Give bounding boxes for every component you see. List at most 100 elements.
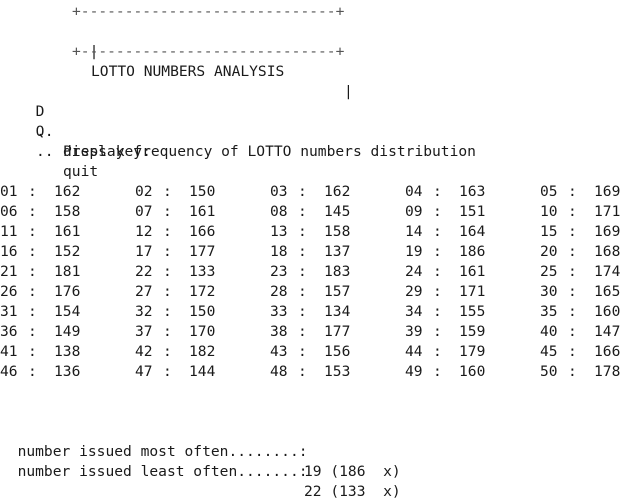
cell-separator: :	[298, 203, 307, 220]
cell-separator: :	[568, 263, 577, 280]
lotto-number: 42	[135, 343, 153, 360]
cell-separator: :	[568, 323, 577, 340]
cell-separator: :	[28, 283, 37, 300]
lotto-number: 22	[135, 263, 153, 280]
lotto-frequency: 177	[189, 243, 216, 260]
lotto-number: 13	[270, 223, 288, 240]
cell-separator: :	[298, 363, 307, 380]
header-title-row: | LOTTO NUMBERS ANALYSIS |	[72, 22, 353, 100]
cell-separator: :	[163, 203, 172, 220]
menu-item-display[interactable]: D .. display frequency of LOTTO numbers …	[18, 82, 476, 160]
lotto-number: 30	[540, 283, 558, 300]
lotto-frequency: 161	[54, 223, 81, 240]
menu-key: D	[35, 103, 45, 120]
page-title: LOTTO NUMBERS ANALYSIS	[91, 63, 285, 80]
lotto-number: 50	[540, 363, 558, 380]
lotto-number: 14	[405, 223, 423, 240]
lotto-number: 38	[270, 323, 288, 340]
lotto-frequency: 183	[324, 263, 351, 280]
lotto-frequency: 162	[324, 183, 351, 200]
header-border-left: |	[89, 43, 99, 60]
lotto-number: 23	[270, 263, 288, 280]
lotto-number: 24	[405, 263, 423, 280]
lotto-number: 15	[540, 223, 558, 240]
lotto-frequency: 174	[594, 263, 621, 280]
lotto-number: 26	[0, 283, 18, 300]
cell-separator: :	[28, 263, 37, 280]
lotto-frequency: 160	[459, 363, 486, 380]
lotto-frequency: 165	[594, 283, 621, 300]
lotto-number: 03	[270, 183, 288, 200]
lotto-number: 04	[405, 183, 423, 200]
lotto-frequency: 172	[189, 283, 216, 300]
header-border-right: |	[344, 83, 353, 100]
lotto-number: 46	[0, 363, 18, 380]
lotto-frequency: 166	[594, 343, 621, 360]
lotto-frequency: 134	[324, 303, 351, 320]
lotto-frequency: 137	[324, 243, 351, 260]
lotto-number: 29	[405, 283, 423, 300]
lotto-number: 19	[405, 243, 423, 260]
lotto-frequency: 138	[54, 343, 81, 360]
cell-separator: :	[568, 203, 577, 220]
cell-separator: :	[163, 183, 172, 200]
lotto-number: 33	[270, 303, 288, 320]
lotto-frequency: 179	[459, 343, 486, 360]
summary-least-label: number issued least often.......:	[17, 463, 308, 480]
lotto-frequency: 176	[54, 283, 81, 300]
lotto-frequency: 154	[54, 303, 81, 320]
lotto-number: 44	[405, 343, 423, 360]
lotto-frequency: 169	[594, 223, 621, 240]
menu-item-quit[interactable]: Q .. quit	[18, 102, 99, 180]
frequency-table: 01:162 02:150 03:162 04:163 05:169 06:158 07:1…	[0, 182, 634, 382]
lotto-number: 27	[135, 283, 153, 300]
lotto-frequency: 152	[54, 243, 81, 260]
press-key-prompt: Press key:	[63, 143, 151, 160]
cell-separator: :	[298, 343, 307, 360]
cell-separator: :	[28, 363, 37, 380]
cell-separator: :	[28, 303, 37, 320]
lotto-number: 39	[405, 323, 423, 340]
cell-separator: :	[163, 363, 172, 380]
header-border-top: +-----------------------------+	[72, 3, 345, 20]
cell-separator: :	[298, 263, 307, 280]
lotto-frequency: 171	[459, 283, 486, 300]
lotto-frequency: 168	[594, 243, 621, 260]
lotto-frequency: 145	[324, 203, 351, 220]
lotto-frequency: 177	[324, 323, 351, 340]
cell-separator: :	[568, 183, 577, 200]
lotto-number: 43	[270, 343, 288, 360]
menu-sep: ..	[36, 123, 54, 140]
cell-separator: :	[163, 223, 172, 240]
lotto-frequency: 166	[189, 223, 216, 240]
lotto-number: 25	[540, 263, 558, 280]
lotto-number: 10	[540, 203, 558, 220]
lotto-frequency: 147	[594, 323, 621, 340]
lotto-frequency: 155	[459, 303, 486, 320]
lotto-frequency: 186	[459, 243, 486, 260]
lotto-number: 07	[135, 203, 153, 220]
lotto-frequency: 136	[54, 363, 81, 380]
lotto-number: 16	[0, 243, 18, 260]
cell-separator: :	[433, 363, 442, 380]
cell-separator: :	[163, 323, 172, 340]
cell-separator: :	[568, 343, 577, 360]
lotto-number: 37	[135, 323, 153, 340]
lotto-number: 12	[135, 223, 153, 240]
lotto-frequency: 158	[324, 223, 351, 240]
lotto-frequency: 178	[594, 363, 621, 380]
cell-separator: :	[433, 183, 442, 200]
lotto-frequency: 133	[189, 263, 216, 280]
lotto-number: 17	[135, 243, 153, 260]
cell-separator: :	[568, 243, 577, 260]
cell-separator: :	[298, 323, 307, 340]
lotto-frequency: 158	[54, 203, 81, 220]
cell-separator: :	[28, 243, 37, 260]
lotto-frequency: 182	[189, 343, 216, 360]
cell-separator: :	[433, 243, 442, 260]
lotto-frequency: 153	[324, 363, 351, 380]
cell-separator: :	[163, 343, 172, 360]
lotto-number: 41	[0, 343, 18, 360]
lotto-number: 36	[0, 323, 18, 340]
lotto-number: 06	[0, 203, 18, 220]
